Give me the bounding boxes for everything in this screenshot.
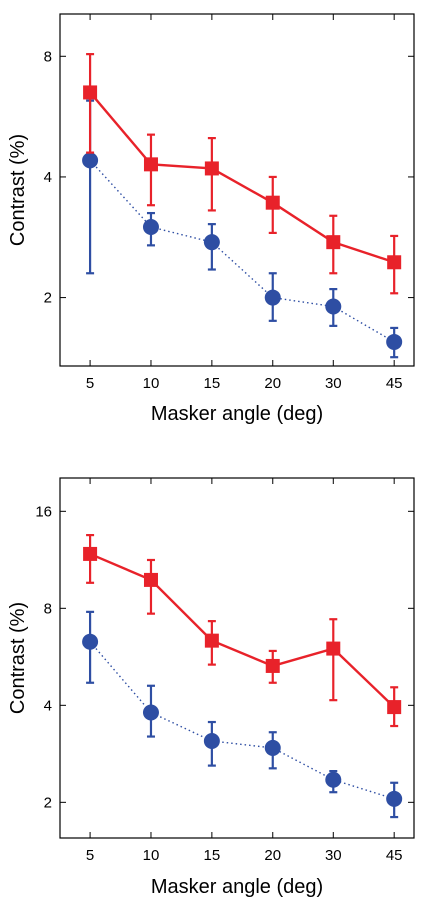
data-point-square — [204, 633, 219, 648]
data-point-circle — [82, 633, 99, 650]
data-point-square — [387, 700, 402, 715]
data-point-circle — [325, 771, 342, 788]
x-tick-label: 10 — [143, 847, 160, 864]
data-point-square — [143, 572, 158, 587]
x-tick-label: 5 — [86, 375, 94, 392]
x-tick-label: 20 — [264, 847, 281, 864]
chart-panel-2: 2 4 8 16 5 10 15 20 30 45 Masker angle (deg) Contra… — [7, 477, 415, 898]
y-tick-label: 16 — [35, 503, 52, 520]
x-tick-label: 20 — [264, 375, 281, 392]
x-tick-label: 15 — [204, 375, 221, 392]
series-blue-circles — [82, 610, 403, 819]
y-axis-label: Contrast (%) — [7, 602, 29, 714]
x-axis-label: Masker angle (deg) — [151, 403, 323, 425]
data-point-circle — [386, 790, 403, 807]
y-tick-label: 8 — [44, 600, 52, 617]
plot-frame — [59, 477, 415, 839]
y-tick-label: 2 — [44, 794, 52, 811]
data-point-square — [265, 658, 280, 673]
series-blue-circles — [82, 99, 403, 359]
series-red-squares — [83, 53, 402, 295]
plot-frame — [59, 13, 415, 367]
series-line — [89, 641, 395, 800]
data-point-circle — [264, 739, 281, 756]
data-point-square — [265, 195, 280, 210]
y-axis-label: Contrast (%) — [7, 134, 29, 246]
data-point-circle — [203, 234, 220, 251]
data-point-circle — [386, 333, 403, 350]
data-point-square — [83, 546, 98, 561]
x-tick-label: 30 — [325, 847, 342, 864]
y-tick-label: 4 — [44, 169, 52, 186]
data-point-circle — [203, 732, 220, 749]
data-point-circle — [264, 289, 281, 306]
data-point-circle — [325, 298, 342, 315]
y-tick-label: 2 — [44, 290, 52, 307]
chart-panel-1: 2 4 8 5 10 15 20 30 45 Masker angle (deg) Contrast… — [7, 13, 415, 425]
data-point-circle — [142, 704, 159, 721]
series-red-squares — [83, 533, 402, 728]
y-tick-label: 8 — [44, 48, 52, 65]
data-point-circle — [142, 219, 159, 236]
y-tick-label: 4 — [44, 697, 52, 714]
data-point-square — [83, 85, 98, 100]
x-tick-label: 45 — [386, 375, 403, 392]
x-axis-label: Masker angle (deg) — [151, 876, 323, 898]
series-line — [89, 159, 395, 343]
data-point-square — [387, 255, 402, 270]
x-tick-label: 10 — [143, 375, 160, 392]
series-line — [89, 91, 395, 264]
data-point-square — [143, 157, 158, 172]
data-point-square — [326, 641, 341, 656]
data-point-square — [204, 161, 219, 176]
x-tick-label: 30 — [325, 375, 342, 392]
data-point-circle — [82, 152, 99, 169]
series-line — [89, 552, 396, 708]
data-point-square — [326, 235, 341, 250]
x-tick-label: 45 — [386, 847, 403, 864]
x-tick-label: 15 — [204, 847, 221, 864]
x-tick-label: 5 — [86, 847, 94, 864]
